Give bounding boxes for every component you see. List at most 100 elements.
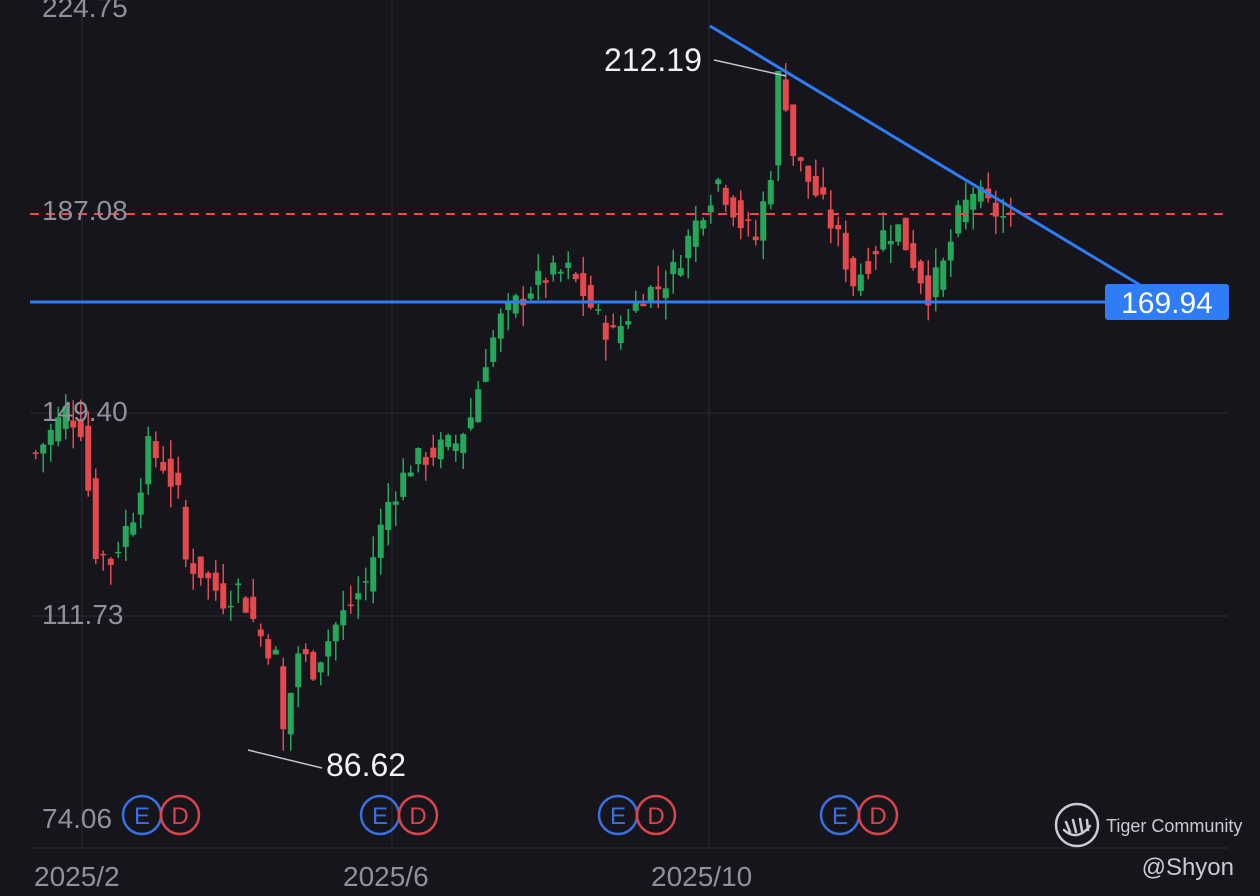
candle-body [707,205,714,213]
candle-body [550,262,557,275]
candle-body [640,303,647,307]
watermark-handle: @Shyon [1142,854,1234,881]
candle-body [475,389,482,423]
candle-body [557,271,564,274]
candle-body [445,435,452,447]
candle-body [820,187,827,195]
candle-body [400,472,407,497]
y-tick-label: 149.40 [42,396,128,427]
candle-body [662,288,669,299]
candle-body [220,583,227,609]
candle-body [317,662,324,673]
dividend-event-label: D [869,803,886,830]
candle-body [685,235,692,259]
candle-body [212,572,219,591]
candle-body [835,224,842,230]
candle-body [752,236,759,241]
candle-body [347,604,354,607]
candle-body [85,425,92,491]
tiger-logo-icon [1054,802,1100,848]
candle-body [325,641,332,657]
candle-body [167,458,174,487]
candle-body [580,273,587,297]
candle-body [370,557,377,592]
dividend-event-label: D [409,803,426,830]
candle-body [310,651,317,680]
candle-body [250,596,257,619]
y-tick-label: 224.75 [42,0,128,23]
candle-body [92,478,99,560]
candle-body [850,257,857,287]
candle-body [490,337,497,362]
candle-body [587,285,594,308]
candle-body [482,367,489,382]
candle-body [242,597,249,613]
dividend-event-icon[interactable] [397,794,439,836]
y-tick-label: 74.06 [42,803,112,834]
dividend-event-icon[interactable] [857,794,899,836]
candle-body [625,321,632,325]
candle-body [32,452,39,454]
candle-body [857,274,864,291]
candle-body [715,179,722,185]
candle-body [647,286,654,302]
candle-body [812,175,819,196]
candle-body [160,462,167,471]
candle-body [700,220,707,229]
candle-body [302,649,309,655]
candle-body [377,524,384,558]
candle-body [947,241,954,261]
grid-lines [30,0,1228,849]
candle-body [970,193,977,210]
support-price-badge-label: 169.94 [1121,287,1213,320]
candle-body [430,447,437,458]
trendline [709,24,1141,287]
candle-body [422,457,429,465]
candle-body [362,581,369,583]
dividend-event-label: D [171,803,188,830]
candle-body [190,563,197,574]
candle-body [887,241,894,245]
candle-body [460,434,467,454]
candle-body [632,301,639,311]
candle-body [602,322,609,340]
candle-body [340,610,347,626]
candle-body [902,217,909,251]
candle-body [62,406,69,429]
candle-body [910,243,917,269]
candle-body [77,420,84,438]
candle-body [415,448,422,465]
x-tick-label: 2025/2 [34,861,120,892]
candle-body [512,295,519,314]
y-tick-label: 187.08 [42,195,128,226]
dividend-event-icon[interactable] [635,794,677,836]
candle-body [107,558,114,565]
candle-body [872,251,879,255]
candle-body [272,649,279,655]
candle-body [130,522,137,535]
x-tick-label: 2025/6 [343,861,429,892]
candle-body [992,202,999,217]
tiger-logo-stripes [1062,817,1092,837]
candle-body [955,205,962,234]
candle-body [70,420,77,428]
candle-body [790,104,797,157]
support-price-badge [1105,284,1229,320]
x-tick-label: 2025/10 [651,861,752,892]
candle-body [797,157,804,161]
candle-body [977,186,984,202]
candle-body [722,187,729,205]
candle-body [617,326,624,344]
candle-body [332,624,339,642]
candle-body [437,439,444,460]
candle-body [227,605,234,608]
candle-body [497,313,504,339]
candle-body [895,224,902,242]
candle-body [115,551,122,554]
candle-body [767,180,774,205]
earnings-event-label: E [372,803,388,830]
dividend-event-icon[interactable] [159,794,201,836]
